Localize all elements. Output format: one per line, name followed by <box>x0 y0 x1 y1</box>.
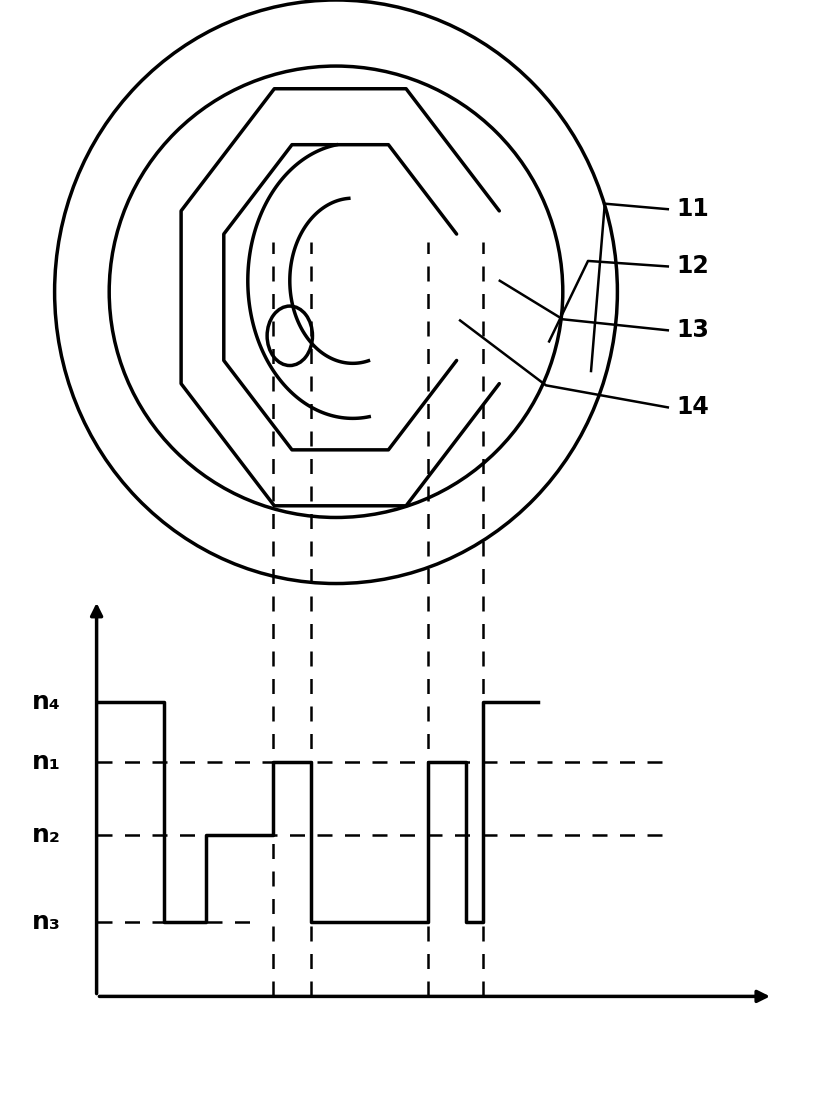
Text: n₁: n₁ <box>32 750 60 774</box>
Text: 13: 13 <box>676 318 709 342</box>
Text: n₄: n₄ <box>32 690 60 713</box>
Text: 14: 14 <box>676 395 709 419</box>
Text: n₂: n₂ <box>32 822 60 847</box>
Text: 12: 12 <box>676 254 709 279</box>
Text: 11: 11 <box>676 197 709 221</box>
Text: n₃: n₃ <box>32 909 60 934</box>
